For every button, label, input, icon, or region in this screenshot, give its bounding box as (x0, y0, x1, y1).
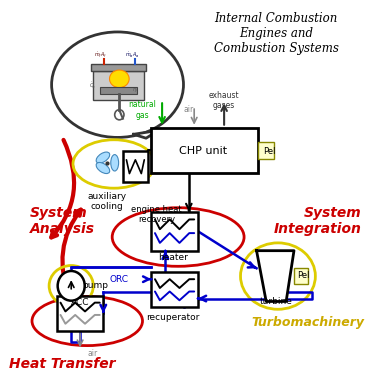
Text: Turbomachinery: Turbomachinery (252, 316, 365, 329)
Ellipse shape (111, 154, 119, 171)
Text: engine heat
recovery: engine heat recovery (132, 205, 182, 224)
Text: ACC: ACC (71, 298, 89, 307)
Polygon shape (133, 131, 159, 138)
Text: Pel: Pel (297, 271, 309, 280)
Ellipse shape (96, 162, 110, 174)
Text: ORC: ORC (110, 276, 129, 285)
Ellipse shape (110, 70, 129, 87)
Text: air: air (184, 105, 194, 114)
Text: System
Integration: System Integration (274, 206, 362, 236)
Polygon shape (257, 251, 294, 301)
Ellipse shape (96, 152, 110, 163)
Text: $\dot{m}_fA_f$: $\dot{m}_fA_f$ (93, 51, 107, 60)
Bar (123, 151, 148, 182)
Text: $\dot{m}_aA_a$: $\dot{m}_aA_a$ (125, 51, 139, 60)
Text: Internal Combustion
Engines and
Combustion Systems: Internal Combustion Engines and Combusti… (214, 13, 339, 55)
Bar (152, 272, 198, 307)
Text: heater: heater (158, 253, 188, 262)
Text: auxiliary
cooling: auxiliary cooling (87, 192, 126, 212)
Circle shape (58, 271, 85, 301)
Bar (294, 268, 308, 284)
Text: System
Analysis: System Analysis (30, 206, 95, 236)
Text: recuperator: recuperator (146, 313, 199, 322)
Bar (91, 64, 146, 71)
Ellipse shape (52, 32, 184, 138)
Bar (100, 87, 137, 94)
Bar (57, 296, 103, 331)
Text: $\eta_i$: $\eta_i$ (132, 85, 138, 94)
Bar (152, 212, 198, 251)
Text: Heat Transfer: Heat Transfer (9, 357, 115, 371)
Text: CHP unit: CHP unit (179, 146, 227, 156)
Text: turbine: turbine (260, 297, 293, 306)
Text: exhaust
gases: exhaust gases (208, 91, 239, 110)
Text: Pel: Pel (264, 147, 276, 156)
Bar (93, 71, 144, 100)
Text: pump: pump (82, 281, 108, 290)
Bar (152, 128, 258, 172)
Text: $\dot{Q}_c$: $\dot{Q}_c$ (89, 81, 97, 91)
Bar (258, 142, 274, 159)
Text: natural
gas: natural gas (129, 100, 156, 120)
Text: air: air (87, 349, 98, 358)
